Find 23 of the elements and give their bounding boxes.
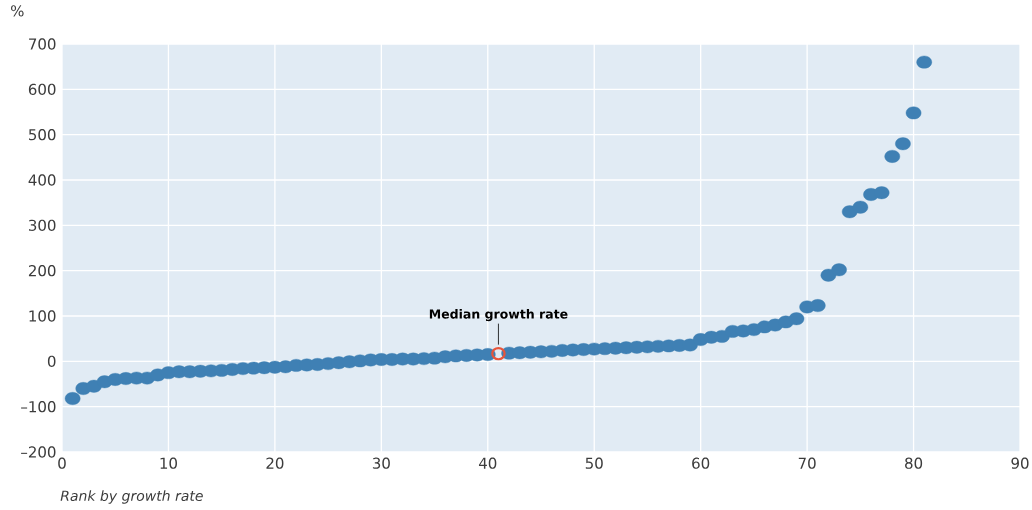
y-tick-label: 0: [47, 355, 56, 368]
x-tick-label: 90: [1011, 457, 1029, 469]
x-tick-label: 30: [372, 457, 390, 469]
y-tick-label: 600: [28, 83, 56, 96]
y-tick-label: 300: [28, 219, 56, 232]
y-tick-label: 400: [28, 174, 56, 186]
y-tick-label: 500: [29, 128, 56, 141]
x-tick-label: 20: [266, 457, 284, 469]
y-tick-label: 700: [29, 38, 56, 50]
x-tick-label: 70: [798, 457, 816, 469]
y-tick-label: –200: [21, 446, 56, 458]
y-axis-title: %: [11, 5, 24, 17]
x-tick-label: 80: [905, 457, 923, 469]
y-tick-label: 100: [29, 310, 56, 322]
annotation: Median growth rate: [429, 309, 568, 322]
x-tick-label: 50: [585, 457, 603, 469]
x-tick-label: 40: [478, 457, 497, 469]
x-axis-title: Rank by growth rate: [60, 490, 203, 504]
x-tick-label: 0: [58, 457, 66, 469]
y-tick-label: –100: [21, 400, 56, 413]
x-tick-label: 60: [692, 457, 710, 469]
x-tick-label: 10: [160, 457, 177, 469]
y-tick-label: 200: [28, 264, 56, 277]
